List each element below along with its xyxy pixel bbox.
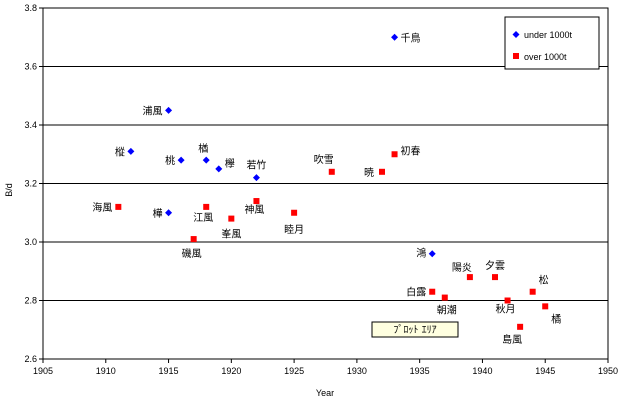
data-point-square xyxy=(291,209,298,216)
legend-box xyxy=(504,16,600,70)
point-label: 浦風 xyxy=(143,104,163,117)
x-tick-label: 1915 xyxy=(159,366,179,376)
y-tick-label: 3.8 xyxy=(24,3,37,13)
data-point-square xyxy=(429,288,436,295)
data-point-diamond xyxy=(165,209,173,217)
y-tick-label: 3.6 xyxy=(24,62,37,72)
data-point-diamond xyxy=(252,174,260,182)
x-tick-label: 1935 xyxy=(410,366,430,376)
point-label: 江風 xyxy=(193,212,213,224)
data-point-square xyxy=(228,215,235,222)
point-label: 暁 xyxy=(364,167,374,179)
point-label: 橘 xyxy=(551,313,561,325)
legend-label-under-1000t: under 1000t xyxy=(524,30,573,40)
point-label: 千鳥 xyxy=(401,31,421,44)
point-label: 峯風 xyxy=(221,229,241,241)
data-point-square xyxy=(529,288,536,295)
legend: under 1000t over 1000t xyxy=(504,16,600,70)
data-point-square xyxy=(517,323,524,330)
legend-marker-over-1000t xyxy=(513,53,519,59)
data-points xyxy=(115,33,549,330)
x-tick-label: 1920 xyxy=(221,366,241,376)
data-point-square xyxy=(115,203,122,210)
data-point-square xyxy=(466,274,473,281)
data-point-diamond xyxy=(127,147,135,155)
y-tick-label: 3.0 xyxy=(24,237,37,247)
x-tick-label: 1925 xyxy=(284,366,304,376)
data-point-square xyxy=(203,203,210,210)
annotation-box xyxy=(371,321,459,338)
point-label: 鴻 xyxy=(416,247,426,260)
axes xyxy=(39,7,609,363)
point-label: 欅 xyxy=(225,158,235,170)
data-point-diamond xyxy=(177,156,185,164)
point-label: 若竹 xyxy=(246,159,266,172)
gridlines xyxy=(43,66,608,301)
point-label: 白露 xyxy=(406,286,426,299)
point-label: 神風 xyxy=(244,203,264,216)
data-point-diamond xyxy=(391,33,399,41)
point-label: 桃 xyxy=(165,154,175,167)
y-axis-title: B/d xyxy=(4,183,14,197)
data-point-square xyxy=(379,168,385,175)
y-tick-label: 3.4 xyxy=(24,120,37,130)
data-point-square xyxy=(492,274,498,281)
x-tick-label: 1910 xyxy=(96,366,116,376)
x-tick-label: 1940 xyxy=(472,366,492,376)
annotation-text: ﾌﾟﾛｯﾄ ｴﾘｱ xyxy=(393,324,436,336)
point-label: 磯風 xyxy=(182,247,202,260)
tick-labels: 2.6 2.8 3.0 3.2 3.4 3.6 3.8 1905 1910 1915 1920 192… xyxy=(24,3,618,376)
x-axis-title: Year xyxy=(316,388,334,398)
point-label: 陽炎 xyxy=(452,262,472,274)
data-point-diamond xyxy=(165,106,173,114)
legend-marker-under-1000t xyxy=(512,31,520,38)
point-label: 島風 xyxy=(502,333,522,346)
data-point-square xyxy=(253,198,260,205)
point-label: 朝潮 xyxy=(437,304,457,317)
data-point-square xyxy=(441,294,448,301)
point-label: 睦月 xyxy=(284,223,304,236)
x-tick-label: 1930 xyxy=(347,366,367,376)
x-tick-label: 1945 xyxy=(535,366,555,376)
x-tick-label: 1905 xyxy=(33,366,53,376)
y-tick-label: 2.8 xyxy=(24,296,37,306)
point-label: 海風 xyxy=(92,201,112,214)
y-tick-label: 3.2 xyxy=(24,179,37,189)
data-point-square xyxy=(328,168,335,175)
point-label: 樺 xyxy=(153,207,163,220)
point-label: 楢 xyxy=(198,142,208,155)
data-point-diamond xyxy=(428,250,436,258)
data-point-diamond xyxy=(215,165,223,173)
point-label: 樅 xyxy=(115,145,125,158)
y-tick-label: 2.6 xyxy=(24,354,37,364)
x-tick-label: 1950 xyxy=(598,366,618,376)
data-point-diamond xyxy=(202,156,210,164)
data-point-square xyxy=(190,236,197,243)
point-label: 秋月 xyxy=(496,303,516,316)
point-label: 夕雲 xyxy=(485,260,505,272)
plot-area-annotation: ﾌﾟﾛｯﾄ ｴﾘｱ xyxy=(371,321,459,338)
legend-label-over-1000t: over 1000t xyxy=(524,52,567,62)
point-label: 初春 xyxy=(401,144,421,157)
data-point-square xyxy=(391,151,398,158)
point-label: 松 xyxy=(539,274,549,287)
data-point-square xyxy=(504,297,511,304)
data-point-square xyxy=(542,303,549,310)
point-label: 吹雪 xyxy=(314,153,334,166)
